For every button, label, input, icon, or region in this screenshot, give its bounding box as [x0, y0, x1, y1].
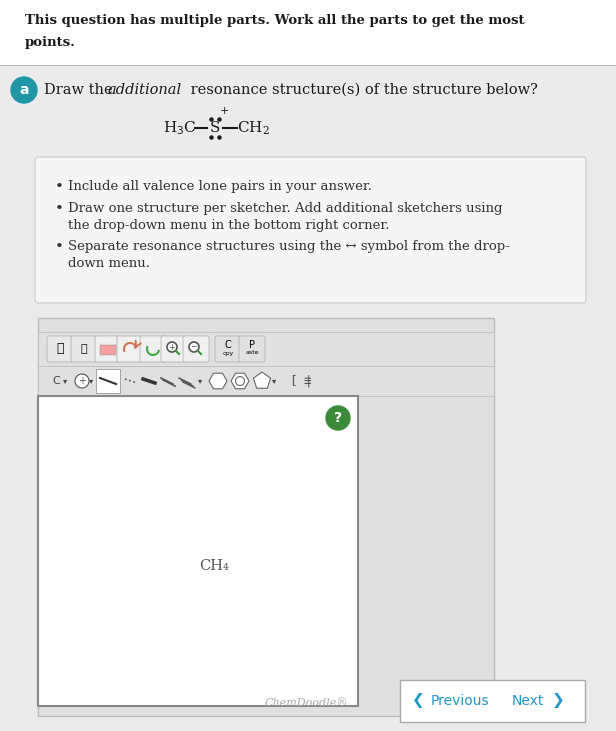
Text: S: S	[210, 121, 220, 135]
FancyBboxPatch shape	[0, 0, 616, 65]
FancyBboxPatch shape	[140, 336, 166, 362]
Text: a: a	[19, 83, 29, 97]
Text: −: −	[190, 343, 198, 352]
FancyBboxPatch shape	[161, 336, 187, 362]
Text: additional: additional	[108, 83, 182, 97]
Text: +: +	[169, 343, 176, 352]
Text: resonance structure(s) of the structure below?: resonance structure(s) of the structure …	[186, 83, 538, 97]
Text: +: +	[78, 376, 86, 386]
Text: points.: points.	[25, 36, 76, 49]
FancyBboxPatch shape	[38, 318, 494, 716]
FancyBboxPatch shape	[117, 336, 143, 362]
FancyBboxPatch shape	[35, 157, 586, 303]
Text: Previous: Previous	[431, 694, 489, 708]
Text: Draw the: Draw the	[44, 83, 117, 97]
Text: ▾: ▾	[89, 376, 93, 385]
FancyBboxPatch shape	[38, 366, 494, 396]
Text: Include all valence lone pairs in your answer.: Include all valence lone pairs in your a…	[68, 180, 372, 193]
Text: 🗋: 🗋	[81, 344, 87, 354]
Text: Separate resonance structures using the ↔ symbol from the drop-: Separate resonance structures using the …	[68, 240, 510, 253]
Text: •: •	[55, 202, 64, 216]
Text: ▾: ▾	[272, 376, 276, 385]
Text: C: C	[52, 376, 60, 386]
FancyBboxPatch shape	[47, 336, 73, 362]
Circle shape	[326, 406, 350, 430]
Text: ≡: ≡	[303, 374, 310, 387]
Circle shape	[75, 374, 89, 388]
Circle shape	[11, 77, 37, 103]
Text: H$_3$C: H$_3$C	[163, 119, 197, 137]
Text: •: •	[55, 240, 64, 254]
Text: $\mathregular{CH_2}$: $\mathregular{CH_2}$	[237, 119, 270, 137]
FancyBboxPatch shape	[100, 345, 116, 355]
FancyBboxPatch shape	[38, 396, 358, 706]
Text: •: •	[55, 180, 64, 194]
FancyBboxPatch shape	[38, 332, 494, 366]
FancyBboxPatch shape	[215, 336, 241, 362]
Text: ▾: ▾	[198, 376, 202, 385]
FancyBboxPatch shape	[71, 336, 97, 362]
FancyBboxPatch shape	[183, 336, 209, 362]
Text: Draw one structure per sketcher. Add additional sketchers using: Draw one structure per sketcher. Add add…	[68, 202, 503, 215]
Text: P: P	[249, 340, 255, 350]
FancyBboxPatch shape	[96, 369, 120, 393]
Text: C: C	[225, 340, 232, 350]
Text: cpy: cpy	[222, 350, 233, 355]
Text: Next: Next	[512, 694, 544, 708]
Text: ▾: ▾	[63, 376, 67, 385]
Circle shape	[167, 342, 177, 352]
Circle shape	[235, 376, 245, 385]
Text: the drop-down menu in the bottom right corner.: the drop-down menu in the bottom right c…	[68, 219, 389, 232]
Text: ❯: ❯	[551, 694, 564, 708]
FancyBboxPatch shape	[95, 336, 121, 362]
Text: ChemDoodle®: ChemDoodle®	[264, 698, 348, 708]
Text: CH₄: CH₄	[199, 559, 229, 574]
Text: +: +	[220, 106, 229, 116]
Circle shape	[189, 342, 199, 352]
Text: ?: ?	[334, 411, 342, 425]
Text: ❮: ❮	[411, 694, 424, 708]
Text: down menu.: down menu.	[68, 257, 150, 270]
Text: aste: aste	[245, 350, 259, 355]
FancyBboxPatch shape	[239, 336, 265, 362]
Text: [ |: [ |	[290, 374, 312, 387]
Text: This question has multiple parts. Work all the parts to get the most: This question has multiple parts. Work a…	[25, 14, 524, 27]
Text: ✋: ✋	[56, 343, 63, 355]
FancyBboxPatch shape	[400, 680, 585, 722]
